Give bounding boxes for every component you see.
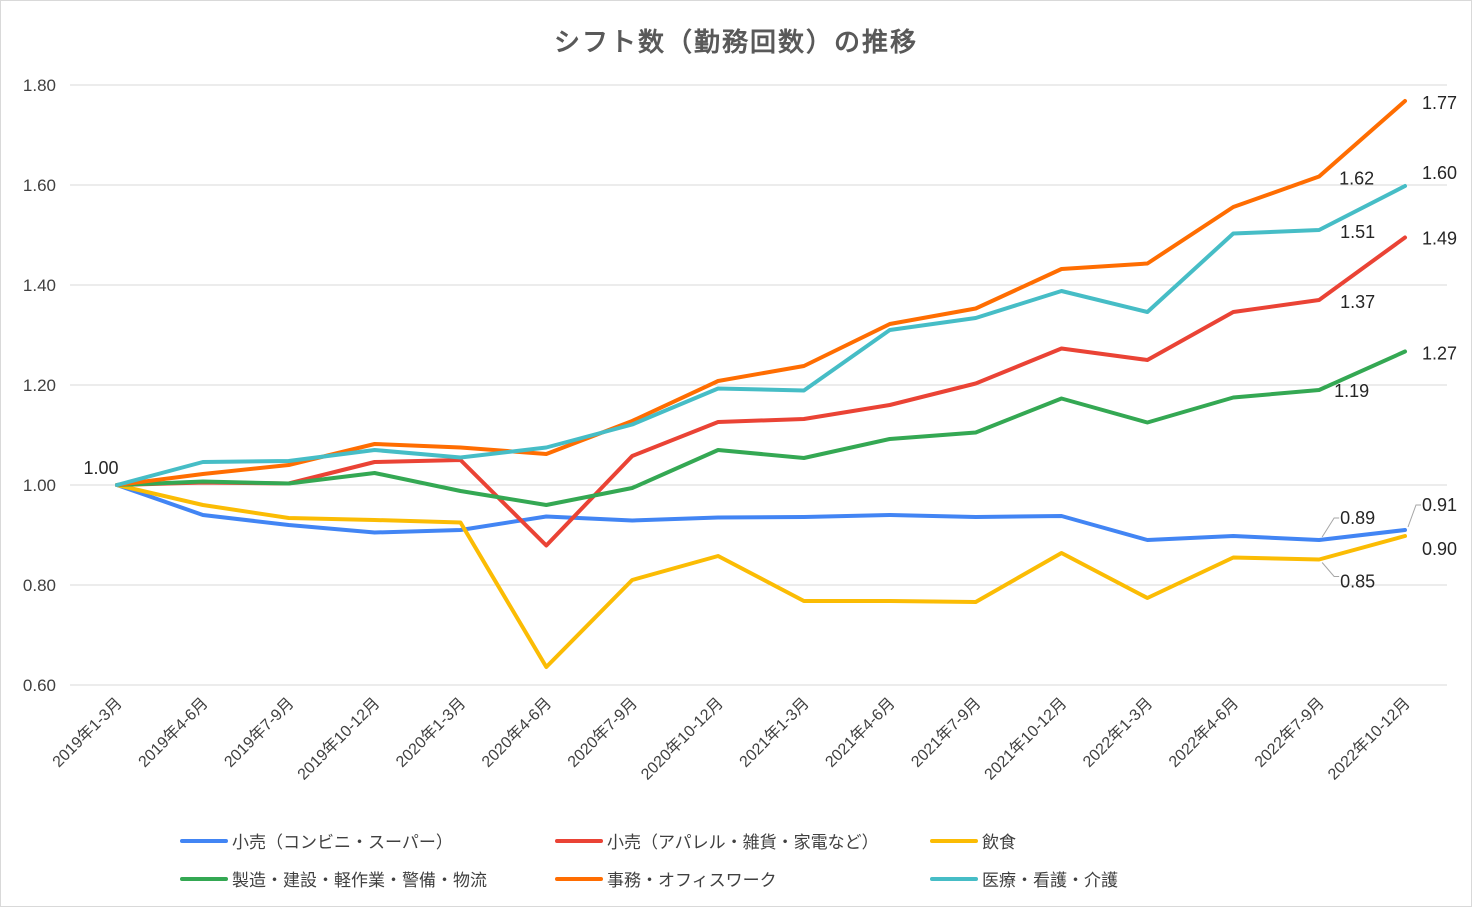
legend-label: 事務・オフィスワーク <box>607 871 777 891</box>
data-label: 1.49 <box>1422 229 1457 249</box>
series-line-0 <box>115 483 1407 542</box>
series-line-5 <box>115 184 1407 487</box>
x-tick-label: 2019年4-6月 <box>135 694 212 771</box>
y-tick-label: 0.80 <box>23 576 56 595</box>
x-tick-label: 2020年7-9月 <box>564 694 641 771</box>
x-tick-label: 2022年10-12月 <box>1324 694 1413 783</box>
leader-line <box>1321 562 1340 577</box>
legend-item: 事務・オフィスワーク <box>555 866 777 891</box>
data-labels: 1.00 1.77 1.62 1.60 1.51 1.49 1.37 1.27 1.19 0.91… <box>83 93 1457 592</box>
x-tick-label: 2019年1-3月 <box>49 694 126 771</box>
y-tick-label: 1.60 <box>23 176 56 195</box>
data-label: 1.37 <box>1340 292 1375 312</box>
legend-swatch <box>555 838 603 843</box>
legend-item: 小売（コンビニ・スーパー） <box>180 828 453 853</box>
data-label: 1.00 <box>83 458 118 478</box>
data-label: 0.89 <box>1340 508 1375 528</box>
data-label: 1.62 <box>1339 169 1374 189</box>
chart-title: シフト数（勤務回数）の推移 <box>553 28 918 58</box>
gridlines <box>70 84 1447 686</box>
series-line-1 <box>115 235 1407 548</box>
series-line-2 <box>115 483 1407 669</box>
data-label: 1.60 <box>1422 163 1457 183</box>
y-tick-label: 1.40 <box>23 276 56 295</box>
x-tick-label: 2021年7-9月 <box>908 694 985 771</box>
x-tick-label: 2020年10-12月 <box>637 694 726 783</box>
y-tick-label: 0.60 <box>23 676 56 695</box>
x-tick-label: 2019年10-12月 <box>294 694 383 783</box>
legend-swatch <box>930 838 978 843</box>
y-tick-label: 1.00 <box>23 476 56 495</box>
x-tick-label: 2021年1-3月 <box>736 694 813 771</box>
legend-label: 小売（アパレル・雑貨・家電など） <box>607 833 879 853</box>
series-line-3 <box>115 349 1407 507</box>
data-label: 1.51 <box>1340 222 1375 242</box>
y-tick-label: 1.80 <box>23 76 56 95</box>
data-label: 1.77 <box>1422 93 1457 113</box>
x-tick-label: 2022年1-3月 <box>1079 694 1156 771</box>
series-line-4 <box>115 99 1407 487</box>
legend-swatch <box>930 876 978 881</box>
x-tick-label: 2022年7-9月 <box>1251 694 1328 771</box>
leader-line <box>1321 517 1340 538</box>
legend-swatch <box>180 838 228 843</box>
data-label: 0.90 <box>1422 539 1457 559</box>
legend-item: 飲食 <box>930 828 1016 853</box>
legend-item: 製造・建設・軽作業・警備・物流 <box>180 866 487 891</box>
y-axis-ticks: 0.60 0.80 1.00 1.20 1.40 1.60 1.80 <box>23 76 56 695</box>
x-tick-label: 2021年10-12月 <box>981 694 1070 783</box>
legend-label: 小売（コンビニ・スーパー） <box>232 833 453 853</box>
x-tick-label: 2020年4-6月 <box>478 694 555 771</box>
x-tick-label: 2020年1-3月 <box>392 694 469 771</box>
legend-swatch <box>180 876 228 881</box>
legend-label: 医療・看護・介護 <box>982 871 1118 891</box>
legend-item: 医療・看護・介護 <box>930 866 1118 891</box>
leader-line <box>1407 504 1421 528</box>
legend-swatch <box>555 876 603 881</box>
data-label: 1.19 <box>1334 381 1369 401</box>
x-tick-label: 2022年4-6月 <box>1165 694 1242 771</box>
legend-item: 小売（アパレル・雑貨・家電など） <box>555 828 879 853</box>
data-label: 0.85 <box>1340 572 1375 592</box>
legend-label: 飲食 <box>982 833 1016 853</box>
x-tick-label: 2021年4-6月 <box>822 694 899 771</box>
data-label: 1.27 <box>1422 344 1457 364</box>
data-label: 0.91 <box>1422 495 1457 515</box>
x-tick-label: 2019年7-9月 <box>221 694 298 771</box>
y-tick-label: 1.20 <box>23 376 56 395</box>
legend-label: 製造・建設・軽作業・警備・物流 <box>232 871 487 891</box>
series-lines <box>115 99 1407 669</box>
